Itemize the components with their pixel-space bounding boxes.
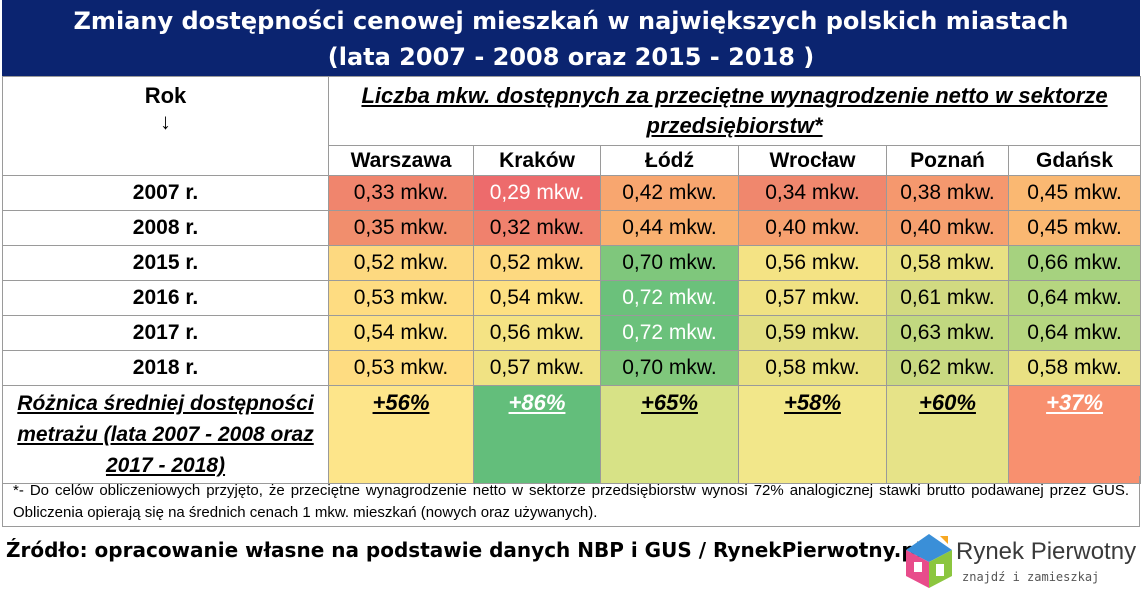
difference-value: +58% [738,385,887,484]
rok-header: Rok ↓ [2,76,329,176]
value-cell: 0,64 mkw. [1007,280,1142,316]
value-cell: 0,52 mkw. [328,245,474,281]
city-header: Poznań [886,145,1009,176]
table-row: 2007 r. 0,33 mkw. 0,29 mkw. 0,42 mkw. 0,34 m… [2,175,1142,211]
value-cell: 0,32 mkw. [473,210,601,246]
value-cell: 0,29 mkw. [473,175,601,211]
value-cell: 0,44 mkw. [600,210,739,246]
city-header: Warszawa [328,145,474,176]
year-label: 2007 r. [2,175,329,211]
value-cell: 0,61 mkw. [886,280,1009,316]
value-cell: 0,72 mkw. [600,315,739,351]
table-row: 2008 r. 0,35 mkw. 0,32 mkw. 0,44 mkw. 0,40 m… [2,210,1142,246]
chart-title: Zmiany dostępności cenowej mieszkań w na… [2,0,1140,76]
value-cell: 0,52 mkw. [473,245,601,281]
value-cell: 0,59 mkw. [738,315,887,351]
logo-tagline: znajdź i zamieszkaj [962,570,1100,584]
affordability-table: Rok ↓ Liczba mkw. dostępnych za przecięt… [2,76,1142,484]
rok-label: Rok [144,83,187,108]
title-line-2: (lata 2007 - 2008 oraz 2015 - 2018 ) [327,43,815,71]
difference-value: +65% [600,385,739,484]
table-row: 2017 r. 0,54 mkw. 0,56 mkw. 0,72 mkw. 0,59 m… [2,315,1142,351]
value-cell: 0,72 mkw. [600,280,739,316]
table-row: 2018 r. 0,53 mkw. 0,57 mkw. 0,70 mkw. 0,58 m… [2,350,1142,386]
rynek-pierwotny-logo: Rynek Pierwotny znajdź i zamieszkaj [904,532,1140,592]
table-row: 2015 r. 0,52 mkw. 0,52 mkw. 0,70 mkw. 0,56 m… [2,245,1142,281]
source-note: Źródło: opracowanie własne na podstawie … [6,538,923,562]
value-cell: 0,54 mkw. [473,280,601,316]
value-cell: 0,33 mkw. [328,175,474,211]
difference-value: +37% [1007,385,1142,484]
difference-value: +60% [886,385,1009,484]
value-cell: 0,56 mkw. [473,315,601,351]
city-header-row: Warszawa Kraków Łódź Wrocław Poznań Gdańsk [3,145,1142,176]
value-cell: 0,58 mkw. [1007,350,1142,386]
year-label: 2017 r. [2,315,329,351]
value-cell: 0,64 mkw. [1007,315,1142,351]
value-cell: 0,54 mkw. [328,315,474,351]
city-header: Łódź [600,145,739,176]
value-cell: 0,58 mkw. [738,350,887,386]
value-cell: 0,70 mkw. [600,350,739,386]
difference-value: +56% [328,385,474,484]
metric-header: Liczba mkw. dostępnych za przeciętne wyn… [327,76,1142,146]
value-cell: 0,56 mkw. [738,245,887,281]
year-label: 2015 r. [2,245,329,281]
value-cell: 0,34 mkw. [738,175,887,211]
value-cell: 0,63 mkw. [886,315,1009,351]
value-cell: 0,40 mkw. [886,210,1009,246]
logo-name: Rynek Pierwotny [956,538,1137,565]
value-cell: 0,53 mkw. [328,280,474,316]
value-cell: 0,38 mkw. [886,175,1009,211]
value-cell: 0,62 mkw. [886,350,1009,386]
value-cell: 0,57 mkw. [738,280,887,316]
value-cell: 0,45 mkw. [1007,210,1142,246]
difference-label: Różnica średniej dostępności metrażu (la… [2,385,329,484]
year-label: 2008 r. [2,210,329,246]
footnote: *- Do celów obliczeniowych przyjęto, że … [2,476,1140,527]
value-cell: 0,42 mkw. [600,175,739,211]
down-arrow-icon: ↓ [160,109,171,134]
year-label: 2018 r. [2,350,329,386]
year-label: 2016 r. [2,280,329,316]
value-cell: 0,53 mkw. [328,350,474,386]
value-cell: 0,40 mkw. [738,210,887,246]
value-cell: 0,35 mkw. [328,210,474,246]
value-cell: 0,45 mkw. [1007,175,1142,211]
difference-value: +86% [473,385,601,484]
house-logo-icon [906,534,952,588]
city-header: Gdańsk [1007,145,1142,176]
difference-row: Różnica średniej dostępności metrażu (la… [2,385,1142,484]
table-row: 2016 r. 0,53 mkw. 0,54 mkw. 0,72 mkw. 0,57 m… [2,280,1142,316]
value-cell: 0,57 mkw. [473,350,601,386]
value-cell: 0,58 mkw. [886,245,1009,281]
value-cell: 0,70 mkw. [600,245,739,281]
city-header: Wrocław [738,145,887,176]
value-cell: 0,66 mkw. [1007,245,1142,281]
city-header: Kraków [473,145,601,176]
table-body: 2007 r. 0,33 mkw. 0,29 mkw. 0,42 mkw. 0,34 m… [2,175,1142,484]
title-line-1: Zmiany dostępności cenowej mieszkań w na… [73,7,1069,35]
